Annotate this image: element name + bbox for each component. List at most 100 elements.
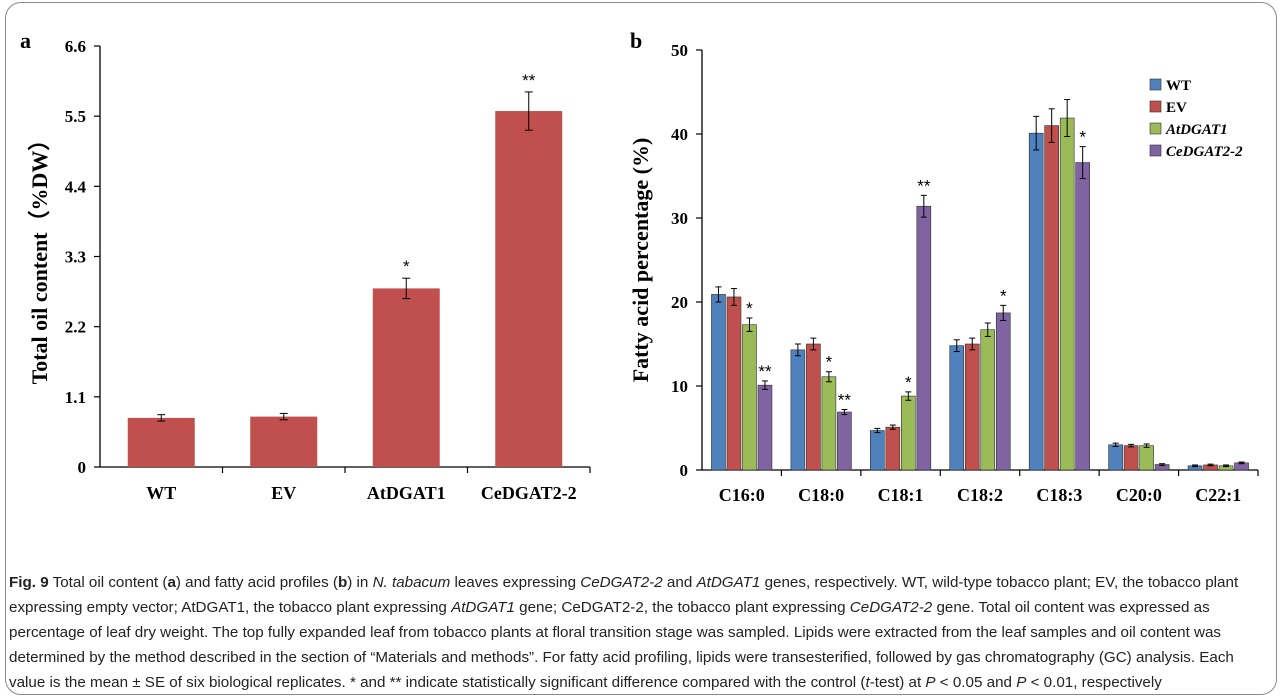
x-tick-label-b: C18:3 bbox=[1036, 485, 1082, 505]
bar-b-ev bbox=[964, 343, 980, 471]
x-tick-label-b: C22:1 bbox=[1195, 485, 1241, 505]
chart-b: 0 10 20 30 40 50 Fatty acid percentage (%) C16:… bbox=[628, 41, 1259, 505]
significance-label-b: * bbox=[746, 299, 753, 318]
x-tick-label-b: C16:0 bbox=[719, 485, 765, 505]
caption-a: a bbox=[167, 574, 176, 591]
legend-label: CeDGAT2-2 bbox=[1166, 144, 1243, 160]
significance-label-b: * bbox=[1000, 286, 1007, 305]
significance-label-b: * bbox=[1079, 128, 1086, 147]
legend-swatch bbox=[1149, 78, 1162, 91]
panel-b-label: b bbox=[630, 28, 642, 53]
caption-text: and bbox=[662, 574, 697, 591]
bar-b-cedgat2-2 bbox=[995, 312, 1011, 471]
bar-b-wt bbox=[1028, 132, 1044, 471]
bar-b-atdgat1 bbox=[821, 376, 837, 471]
bar-b-cedgat2-2 bbox=[916, 205, 932, 471]
caption-p: P bbox=[925, 674, 936, 691]
y-tick-label-b: 30 bbox=[671, 209, 688, 228]
y-tick-label-b: 40 bbox=[671, 125, 688, 144]
significance-label-b: * bbox=[826, 353, 833, 372]
bar-a bbox=[250, 416, 318, 467]
bar-b-atdgat1 bbox=[980, 329, 996, 471]
x-tick-label-b: C20:0 bbox=[1116, 485, 1162, 505]
bar-b-atdgat1 bbox=[901, 395, 916, 471]
caption-text: genes, respectively. WT, wild-type tobac… bbox=[9, 574, 1239, 616]
caption-text: leaves expressing bbox=[450, 574, 581, 591]
x-tick-label-b: C18:0 bbox=[798, 485, 844, 505]
y-tick-label-a: 4.4 bbox=[65, 177, 87, 196]
y-tick-label-a: 1.1 bbox=[65, 388, 86, 407]
y-axis-label-b: Fatty acid percentage (%) bbox=[628, 138, 653, 383]
significance-label-a: * bbox=[403, 257, 410, 276]
legend-label: AtDGAT1 bbox=[1165, 122, 1228, 138]
y-tick-label-b: 0 bbox=[680, 461, 689, 480]
caption-text: ) in bbox=[347, 574, 373, 591]
legend-label: WT bbox=[1166, 78, 1191, 94]
bar-a bbox=[127, 417, 195, 467]
y-tick-label-a: 6.6 bbox=[65, 37, 86, 56]
caption-gene: CeDGAT2-2 bbox=[849, 599, 933, 616]
caption-fig-label: Fig. 9 bbox=[9, 574, 49, 591]
bar-b-atdgat1 bbox=[1139, 445, 1154, 471]
x-tick-label-a: AtDGAT1 bbox=[367, 483, 446, 503]
x-tick-label-a: WT bbox=[146, 483, 176, 503]
legend-swatch bbox=[1149, 144, 1162, 157]
bar-b-ev bbox=[806, 343, 821, 471]
bar-b-ev bbox=[1123, 445, 1139, 471]
y-tick-label-b: 10 bbox=[671, 377, 688, 396]
caption-ttest: t bbox=[865, 674, 870, 691]
caption-b: b bbox=[337, 574, 348, 591]
bar-b-wt bbox=[870, 430, 885, 471]
caption-text: < 0.05 and bbox=[935, 674, 1017, 691]
caption-text: Total oil content ( bbox=[48, 574, 168, 591]
caption-gene: AtDGAT1 bbox=[696, 574, 761, 591]
figure-frame bbox=[5, 2, 1277, 695]
y-tick-label-a: 3.3 bbox=[65, 248, 86, 267]
y-tick-label-a: 5.5 bbox=[65, 107, 86, 126]
bar-b-cedgat2-2 bbox=[837, 411, 852, 471]
bar-b-cedgat2-2 bbox=[757, 384, 773, 471]
y-tick-label-a: 0 bbox=[78, 458, 87, 477]
caption-gene: CeDGAT2-2 bbox=[580, 574, 663, 591]
significance-label-b: ** bbox=[838, 391, 852, 410]
bar-b-wt bbox=[711, 294, 726, 471]
caption-text: < 0.01, respectively bbox=[1026, 674, 1162, 691]
legend-swatch bbox=[1149, 122, 1162, 135]
y-axis-label-a: Total oil content（%DW） bbox=[27, 129, 52, 385]
caption-text: ) and fatty acid profiles ( bbox=[175, 574, 338, 591]
caption-text: gene. Total oil content was expressed as… bbox=[9, 599, 1234, 691]
bar-b-wt bbox=[1108, 444, 1123, 471]
bar-b-cedgat2-2 bbox=[1075, 162, 1090, 471]
bar-b-wt bbox=[949, 345, 965, 471]
chart-a: 0 1.1 2.2 3.3 4.4 5.5 6.6 Total oil content（%DW… bbox=[27, 37, 591, 503]
x-tick-label-a: CeDGAT2-2 bbox=[481, 483, 577, 503]
legend-swatch bbox=[1149, 100, 1162, 113]
y-tick-label-a: 2.2 bbox=[65, 318, 86, 337]
bar-b-ev bbox=[726, 296, 742, 471]
caption-text: gene; CeDGAT2-2, the tobacco plant expre… bbox=[514, 599, 850, 616]
significance-label-b: * bbox=[905, 373, 912, 392]
caption-text: -test) at bbox=[869, 674, 926, 691]
bar-a bbox=[372, 288, 440, 467]
bar-b-atdgat1 bbox=[742, 324, 757, 471]
bar-b-wt bbox=[790, 349, 806, 471]
caption-species: N. tabacum bbox=[372, 574, 451, 591]
y-tick-label-b: 20 bbox=[671, 293, 688, 312]
y-tick-label-b: 50 bbox=[671, 41, 688, 60]
bar-b-ev bbox=[885, 426, 901, 471]
bar-a bbox=[495, 111, 563, 468]
figure-canvas: a 0 1.1 2.2 3.3 4.4 5.5 6.6 Total oil content（%… bbox=[20, 28, 1259, 505]
caption-p: P bbox=[1016, 674, 1027, 691]
caption-gene: AtDGAT1 bbox=[451, 599, 515, 616]
bar-b-atdgat1 bbox=[1059, 117, 1075, 471]
x-tick-label-b: C18:2 bbox=[957, 485, 1003, 505]
significance-label-b: ** bbox=[758, 362, 772, 381]
significance-label-b: ** bbox=[917, 176, 931, 195]
significance-label-a: ** bbox=[522, 71, 536, 90]
legend-label: EV bbox=[1166, 100, 1187, 116]
bar-b-ev bbox=[1044, 125, 1059, 471]
panel-a-label: a bbox=[20, 28, 31, 53]
x-tick-label-a: EV bbox=[271, 483, 296, 503]
figure-caption: Fig. 9 Total oil content (a) and fatty a… bbox=[9, 570, 1271, 695]
x-tick-label-b: C18:1 bbox=[878, 485, 924, 505]
